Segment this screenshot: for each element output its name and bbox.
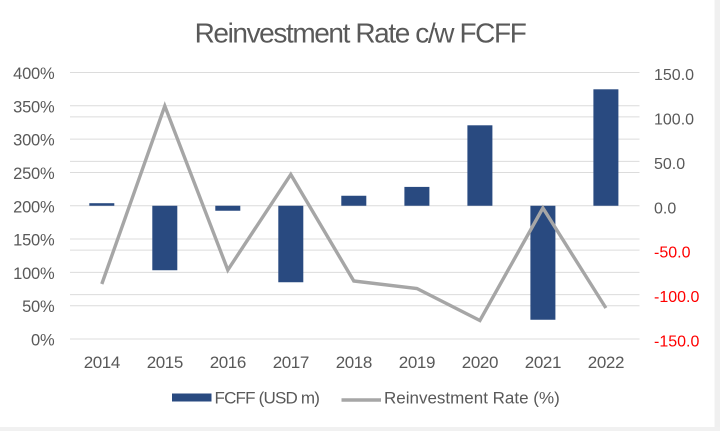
svg-text:100.0: 100.0 xyxy=(654,111,694,128)
svg-text:-150.0: -150.0 xyxy=(654,334,699,351)
svg-text:350%: 350% xyxy=(13,98,55,116)
svg-text:0.0: 0.0 xyxy=(654,200,676,217)
svg-text:50%: 50% xyxy=(22,298,55,316)
svg-text:2021: 2021 xyxy=(525,353,561,372)
svg-text:2022: 2022 xyxy=(588,353,624,372)
svg-text:2017: 2017 xyxy=(273,353,309,372)
svg-text:250%: 250% xyxy=(13,165,55,183)
svg-text:200%: 200% xyxy=(13,198,55,216)
svg-text:2015: 2015 xyxy=(147,353,183,372)
svg-text:150%: 150% xyxy=(13,232,55,250)
svg-text:300%: 300% xyxy=(13,132,55,150)
svg-text:2018: 2018 xyxy=(336,353,372,372)
svg-text:2020: 2020 xyxy=(462,353,498,372)
svg-text:100%: 100% xyxy=(13,265,55,283)
svg-text:FCFF (USD m): FCFF (USD m) xyxy=(215,389,320,408)
svg-text:0%: 0% xyxy=(31,332,55,350)
svg-text:400%: 400% xyxy=(13,65,55,83)
svg-text:-100.0: -100.0 xyxy=(654,289,699,306)
svg-text:Reinvestment Rate (%): Reinvestment Rate (%) xyxy=(384,389,560,408)
svg-text:-50.0: -50.0 xyxy=(654,245,691,262)
svg-text:Reinvestment Rate c/w FCFF: Reinvestment Rate c/w FCFF xyxy=(195,17,526,48)
svg-text:2019: 2019 xyxy=(399,353,435,372)
svg-text:2016: 2016 xyxy=(210,353,246,372)
svg-text:2014: 2014 xyxy=(84,353,120,372)
svg-text:50.0: 50.0 xyxy=(654,156,685,173)
svg-text:150.0: 150.0 xyxy=(654,67,694,84)
